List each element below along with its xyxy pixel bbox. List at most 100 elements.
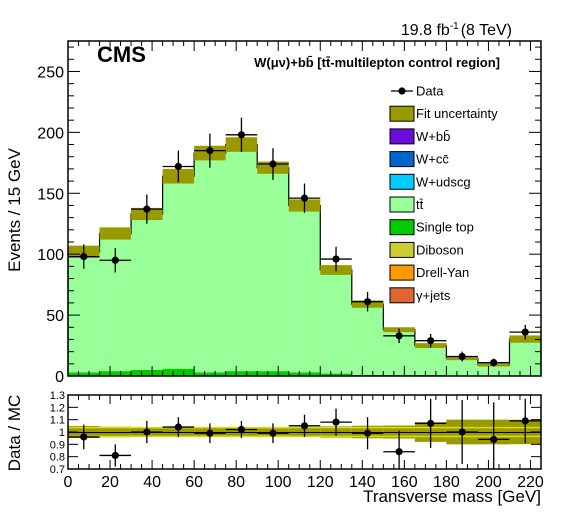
- data-point-0: [80, 253, 88, 261]
- ratio-point-5: [237, 425, 246, 434]
- data-point-5: [237, 131, 246, 139]
- bar-singletop-8: [320, 373, 352, 376]
- ratio-point-6: [269, 429, 277, 437]
- bar-singletop-4: [194, 372, 226, 376]
- legend-label-9: γ+jets: [416, 288, 451, 303]
- bar-tt-13: [477, 364, 510, 376]
- ratio-point-14: [521, 417, 529, 425]
- ratio-axis-title: Data / MC: [5, 395, 24, 472]
- ratio-points: [68, 398, 541, 469]
- x-tick-label: 20: [101, 474, 119, 491]
- bar-tt-4: [194, 153, 226, 373]
- bar-tt-9: [351, 304, 384, 375]
- x-tick-label: 200: [475, 474, 502, 491]
- legend-swatch-7: [389, 241, 415, 258]
- legend-label-8: Drell-Yan: [416, 265, 469, 280]
- data-point-7: [300, 194, 309, 202]
- legend-label-3: W+cc̄: [416, 152, 449, 167]
- x-tick-label: 80: [227, 474, 245, 491]
- ratio-plot-area: 0.70.80.911.11.21.3 0 20 40 60 80 100 120 140 160…: [50, 390, 544, 491]
- fit-uncertainty-1: [99, 227, 132, 240]
- legend-label-4: W+udscg: [416, 174, 471, 189]
- legend-label-5: tt̄: [416, 197, 424, 212]
- ratio-point-1: [111, 451, 119, 460]
- data-point-8: [332, 255, 340, 263]
- ratio-tick-label: 1.1: [50, 415, 65, 427]
- legend-label-1: Fit uncertainty: [416, 106, 498, 121]
- ratio-point-3: [174, 423, 182, 431]
- x-tick-label: 100: [265, 474, 292, 491]
- bar-tt-14: [509, 339, 541, 376]
- legend-label-6: Single top: [416, 220, 474, 235]
- ratio-point-4: [206, 429, 214, 437]
- legend-swatch-9: [389, 287, 415, 304]
- bar-singletop-0: [68, 372, 100, 376]
- ratio-tick-label: 1.3: [50, 390, 65, 402]
- y-tick-label: 50: [46, 308, 64, 325]
- x-axis-title: Transverse mass [GeV]: [363, 487, 541, 506]
- x-tick-label: 120: [307, 474, 334, 491]
- data-point-3: [174, 162, 182, 171]
- x-tick-label: 140: [349, 474, 376, 491]
- data-point-14: [521, 328, 529, 336]
- y-tick-label: 250: [37, 64, 64, 81]
- ratio-point-8: [332, 418, 340, 426]
- bar-tt-8: [320, 270, 352, 374]
- ratio-tick-label: 0.7: [50, 464, 65, 476]
- bar-singletop-5: [225, 371, 258, 376]
- bar-tt-7: [288, 205, 321, 373]
- y-tick-label: 100: [37, 247, 64, 264]
- legend-swatch-5: [389, 196, 415, 213]
- data-point-9: [363, 298, 372, 306]
- main-plot-area: 0 50 100 150 200 250 CMS W(μν)+bb̄ [tt̄-multi…: [37, 40, 542, 386]
- bar-tt-0: [68, 251, 100, 373]
- bar-tt-2: [131, 213, 163, 370]
- ratio-point-12: [458, 428, 466, 436]
- data-point-12: [458, 352, 466, 361]
- region-label: W(μν)+bb̄ [tt̄-multilepton control regio…: [254, 55, 500, 70]
- ratio-point-10: [395, 448, 403, 456]
- x-tick-label: 180: [433, 474, 460, 491]
- ratio-point-2: [143, 428, 151, 436]
- ratio-tick-label: 0.8: [50, 452, 65, 464]
- bar-singletop-2: [131, 369, 163, 376]
- data-point-4: [206, 147, 214, 155]
- cms-label: CMS: [97, 42, 146, 67]
- ratio-point-9: [363, 429, 372, 437]
- bar-tt-6: [257, 167, 289, 372]
- legend-swatch-6: [389, 219, 415, 236]
- ratio-point-0: [80, 433, 88, 441]
- x-tick-label: 160: [391, 474, 418, 491]
- ratio-point-13: [490, 435, 498, 443]
- legend-label-7: Diboson: [416, 242, 464, 257]
- bar-singletop-6: [257, 371, 289, 376]
- data-point-2: [143, 205, 151, 213]
- legend-swatch-4: [389, 173, 415, 190]
- data-point-13: [490, 359, 498, 367]
- main-axes: 0 50 100 150 200 250: [37, 41, 542, 386]
- bar-singletop-3: [162, 368, 195, 376]
- legend-swatch-3: [389, 151, 415, 168]
- y-axis-title: Events / 15 GeV: [5, 147, 24, 271]
- ratio-axes: 0.70.80.911.11.21.3 0 20 40 60 80 100 120 140 160…: [50, 390, 544, 491]
- bar-singletop-1: [99, 371, 132, 376]
- bar-tt-12: [446, 358, 478, 376]
- legend-label-2: W+bb̄: [416, 129, 450, 144]
- y-tick-label: 0: [55, 369, 64, 386]
- x-tick-label: 60: [185, 474, 203, 491]
- bar-singletop-7: [288, 372, 321, 376]
- y-tick-label: 200: [37, 125, 64, 142]
- lumi-label: 19.8 fb-1 (8 TeV): [401, 21, 512, 39]
- bar-tt-5: [225, 144, 258, 372]
- ratio-tick-label: 1.2: [50, 402, 65, 414]
- x-tick-label: 0: [64, 474, 73, 491]
- legend-swatch-8: [389, 264, 415, 281]
- x-tick-label: 40: [143, 474, 161, 491]
- bar-tt-11: [414, 345, 447, 375]
- ratio-tick-label: 0.9: [50, 439, 65, 451]
- data-point-10: [395, 332, 403, 340]
- ratio-tick-label: 1: [59, 427, 65, 439]
- y-tick-label: 150: [37, 186, 64, 203]
- data-point-1: [111, 256, 119, 264]
